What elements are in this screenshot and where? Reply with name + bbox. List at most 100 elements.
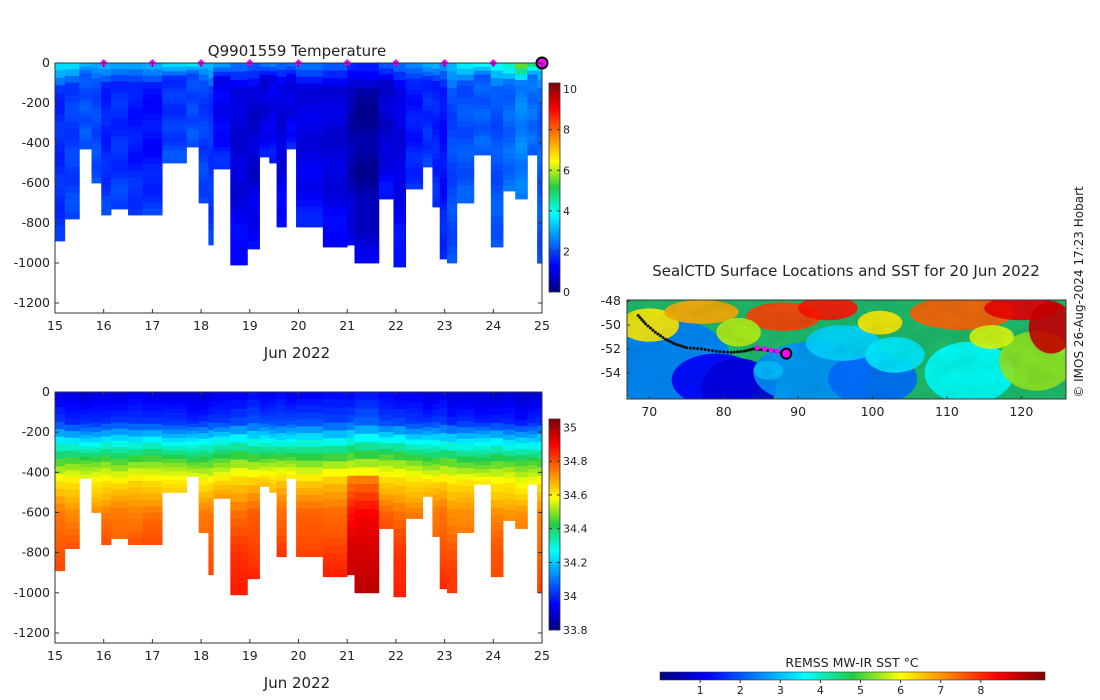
profile-cell [128, 411, 144, 418]
profile-cell [473, 139, 492, 144]
profile-cell [322, 569, 348, 578]
profile-cell [537, 246, 542, 256]
profile-cell [422, 123, 433, 129]
profile-cell [537, 79, 542, 89]
profile-cell [276, 172, 287, 180]
profile-cell [286, 63, 297, 67]
profile-cell [296, 405, 324, 413]
profile-cell [527, 434, 538, 439]
profile-cell [247, 187, 260, 196]
profile-cell [456, 138, 475, 146]
profile-cell [230, 79, 248, 89]
profile-cell [198, 185, 209, 192]
sst-patch [798, 300, 858, 321]
profile-cell [515, 431, 528, 438]
profile-cell [515, 397, 528, 404]
map-x-tick-label: 70 [641, 404, 657, 419]
profile-cell [490, 109, 504, 118]
y-tick-label: -1200 [14, 295, 50, 310]
profile-cell [79, 91, 92, 96]
profile-cell [515, 97, 528, 104]
profile-cell [101, 177, 112, 184]
profile-cell [111, 410, 129, 417]
profile-cell [269, 417, 277, 422]
profile-cell [230, 239, 248, 249]
profile-cell [322, 461, 348, 470]
profile-cell [230, 577, 248, 587]
profile-cell [64, 470, 80, 478]
profile-cell [230, 121, 248, 131]
profile-cell [432, 404, 441, 411]
profile-cell [456, 86, 475, 93]
profile-cell [503, 408, 516, 414]
profile-cell [91, 492, 102, 498]
profile-cell [503, 121, 516, 128]
profile-cell [439, 555, 448, 565]
profile-cell [393, 554, 407, 564]
profile-cell [213, 462, 231, 468]
profile-cell [296, 446, 324, 455]
profile-cell [101, 525, 112, 533]
profile-cell [208, 536, 214, 545]
profile-cell [276, 131, 287, 139]
profile-cell [247, 500, 260, 510]
track-point [749, 348, 753, 351]
profile-cell [269, 63, 277, 68]
profile-cell [473, 120, 492, 125]
profile-cell [393, 165, 407, 174]
profile-cell [276, 76, 287, 84]
profile-cell [432, 129, 441, 136]
profile-cell [347, 199, 355, 208]
profile-cell [347, 214, 355, 223]
profile-cell [230, 484, 248, 494]
profile-cell [128, 455, 144, 463]
profile-cell [527, 97, 538, 102]
profile-cell [101, 430, 112, 437]
profile-cell [439, 449, 448, 458]
recent-position [768, 347, 774, 353]
sst-map-panel: SealCTD Surface Locations and SST for 20… [601, 186, 1086, 697]
track-point [696, 347, 700, 351]
profile-cell [473, 151, 492, 156]
profile-cell [515, 131, 528, 138]
profile-cell [101, 164, 112, 172]
profile-cell [55, 406, 66, 415]
profile-cell [456, 450, 475, 457]
profile-cell [269, 100, 277, 106]
profile-cell [198, 150, 209, 157]
profile-cell [162, 479, 187, 485]
profile-cell [527, 66, 538, 72]
profile-cell [198, 509, 209, 516]
profile-cell [128, 164, 144, 172]
track-point [707, 348, 711, 352]
profile-cell [432, 81, 441, 88]
profile-cell [269, 479, 277, 485]
profile-cell [55, 421, 66, 430]
profile-cell [208, 468, 214, 477]
profile-cell [322, 422, 348, 431]
profile-cell [142, 455, 163, 463]
track-point [671, 341, 675, 345]
profile-cell [347, 176, 355, 185]
profile-cell [503, 483, 516, 489]
profile-cell [213, 485, 231, 490]
profile-cell [186, 406, 200, 410]
profile-cell [162, 113, 187, 118]
profile-cell [247, 547, 260, 556]
profile-cell [186, 413, 200, 417]
colorbar-tick-label: 34 [563, 590, 577, 603]
profile-cell [259, 74, 270, 80]
profile-cell [64, 180, 80, 187]
profile-cell [322, 93, 348, 102]
profile-cell [286, 431, 297, 436]
profile-cell [286, 120, 297, 125]
profile-cell [537, 121, 542, 131]
profile-cell [378, 483, 394, 490]
profile-cell [354, 146, 380, 156]
track-point [669, 340, 673, 344]
profile-cell [393, 485, 407, 495]
profile-cell [503, 440, 516, 446]
profile-cell [111, 440, 129, 448]
profile-cell [515, 68, 528, 75]
profile-cell [296, 515, 324, 523]
